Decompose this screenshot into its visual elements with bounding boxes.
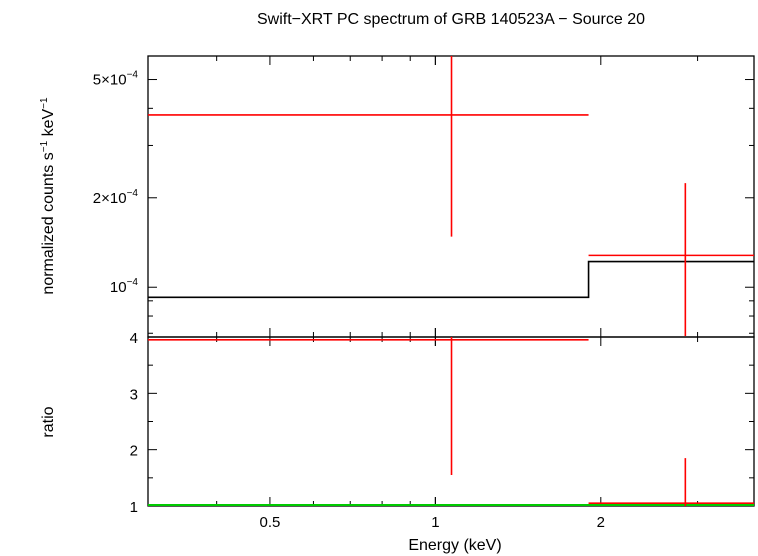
x-axis-label: Energy (keV) [408, 537, 501, 554]
ratio-panel: 0.5 1 2 1 2 3 4 [130, 330, 755, 531]
ratio-y-tick-label: 3 [130, 386, 138, 403]
model-line [148, 260, 754, 299]
tick-base: 10 [110, 279, 127, 296]
spectrum-y-tick-label: 10−4 [110, 277, 139, 296]
tick-exponent: −4 [127, 70, 139, 81]
tick-exponent: −4 [127, 188, 139, 199]
spectrum-y-tick-label: 2×10−4 [93, 188, 139, 207]
spectrum-y-label-main: normalized counts s [40, 152, 57, 294]
ratio-y-tick-label: 1 [130, 499, 138, 516]
x-tick-label: 0.5 [259, 514, 280, 531]
x-tick-label: 1 [431, 514, 439, 531]
spectrum-y-label-exp1: −1 [39, 140, 50, 152]
ratio-y-axis-label: ratio [40, 406, 57, 437]
tick-base: 2×10 [93, 190, 127, 207]
tick-exponent: −4 [127, 277, 139, 288]
spectrum-y-axis-label: normalized counts s−1 keV−1 [39, 97, 57, 295]
x-tick-label: 2 [597, 514, 605, 531]
ratio-y-tick-label: 2 [130, 443, 138, 460]
spectrum-y-label-mid: keV [40, 109, 57, 141]
spectrum-y-tick-label: 5×10−4 [93, 70, 139, 89]
spectrum-panel: 10−42×10−45×10−4 [93, 55, 755, 338]
ratio-y-tick-label: 4 [130, 330, 138, 347]
tick-base: 5×10 [93, 72, 127, 89]
spectrum-y-label-exp2: −1 [39, 97, 50, 109]
chart-title: Swift−XRT PC spectrum of GRB 140523A − S… [257, 11, 645, 28]
